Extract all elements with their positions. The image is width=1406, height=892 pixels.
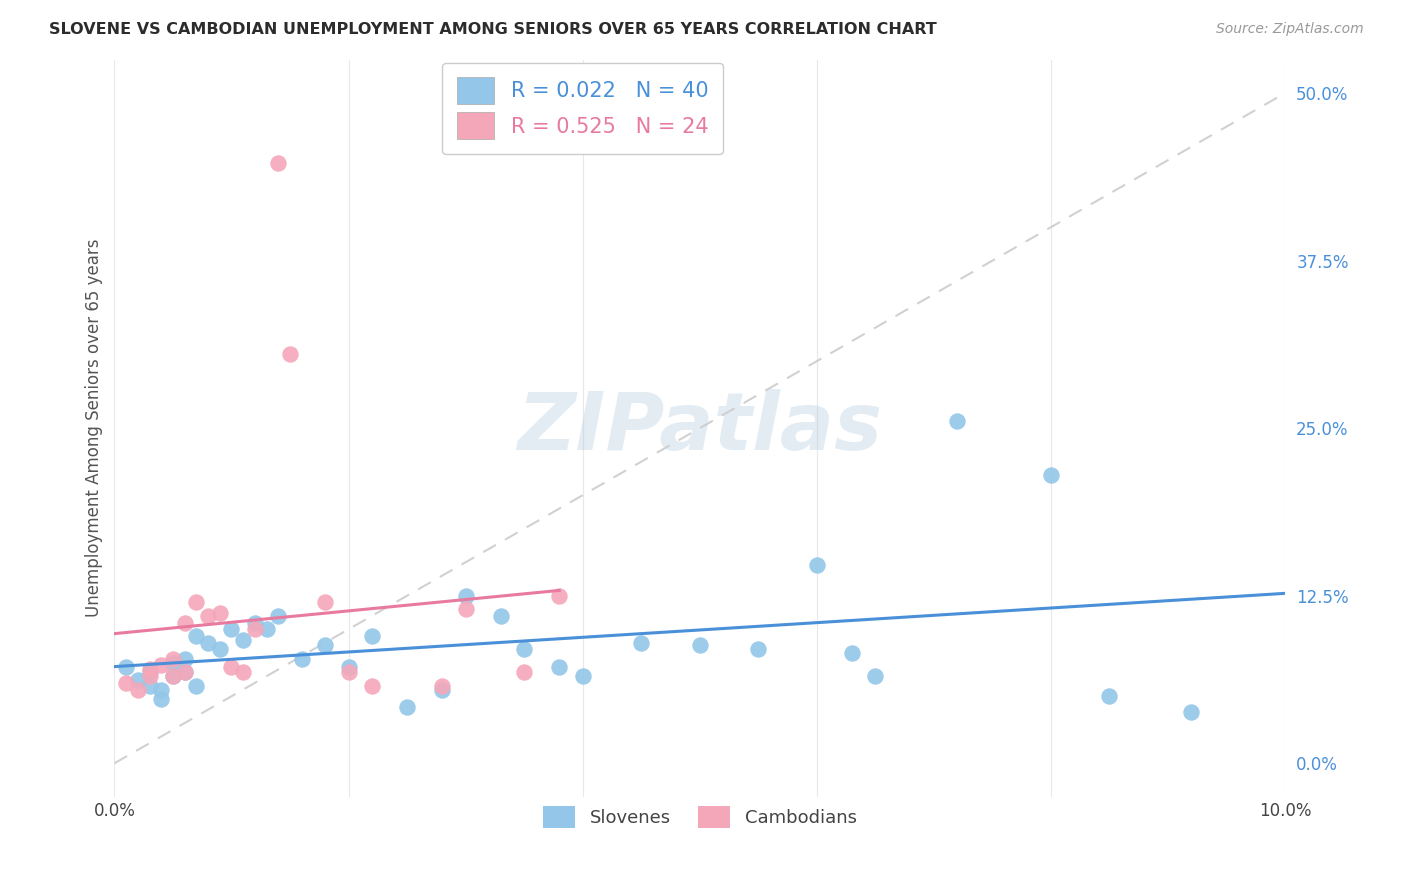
Point [197, 608, 219, 623]
Point [571, 669, 593, 683]
Point [513, 665, 536, 680]
Point [1180, 706, 1202, 720]
Point [127, 682, 149, 697]
Text: Source: ZipAtlas.com: Source: ZipAtlas.com [1216, 22, 1364, 37]
Point [162, 651, 184, 665]
Point [138, 663, 160, 677]
Point [865, 669, 887, 683]
Point [337, 665, 360, 680]
Point [197, 635, 219, 649]
Point [173, 615, 195, 630]
Point [689, 638, 711, 652]
Point [115, 660, 138, 674]
Point [221, 622, 243, 636]
Point [115, 676, 138, 690]
Point [243, 622, 266, 636]
Point [361, 629, 384, 643]
Point [208, 642, 231, 657]
Text: ZIPatlas: ZIPatlas [517, 389, 882, 467]
Point [162, 669, 184, 683]
Point [208, 606, 231, 620]
Point [432, 682, 454, 697]
Text: SLOVENE VS CAMBODIAN UNEMPLOYMENT AMONG SENIORS OVER 65 YEARS CORRELATION CHART: SLOVENE VS CAMBODIAN UNEMPLOYMENT AMONG … [49, 22, 936, 37]
Point [186, 595, 208, 609]
Point [150, 682, 173, 697]
Point [806, 558, 828, 572]
Point [314, 638, 336, 652]
Point [256, 622, 278, 636]
Point [1098, 690, 1121, 704]
Point [267, 608, 290, 623]
Point [432, 679, 454, 693]
Y-axis label: Unemployment Among Seniors over 65 years: Unemployment Among Seniors over 65 years [86, 239, 103, 617]
Point [946, 415, 969, 429]
Point [138, 665, 160, 680]
Point [454, 602, 477, 616]
Point [138, 679, 160, 693]
Point [314, 595, 336, 609]
Point [221, 660, 243, 674]
Point [232, 665, 254, 680]
Point [138, 669, 160, 683]
Point [278, 347, 301, 361]
Point [173, 665, 195, 680]
Point [513, 642, 536, 657]
Point [548, 589, 571, 603]
Point [150, 692, 173, 706]
Point [232, 632, 254, 647]
Point [162, 656, 184, 670]
Point [173, 665, 195, 680]
Legend: Slovenes, Cambodians: Slovenes, Cambodians [536, 799, 865, 836]
Point [454, 589, 477, 603]
Point [337, 660, 360, 674]
Point [243, 615, 266, 630]
Point [396, 700, 419, 714]
Point [162, 669, 184, 683]
Point [127, 673, 149, 688]
Point [841, 646, 863, 660]
Point [630, 635, 652, 649]
Point [291, 651, 314, 665]
Point [186, 629, 208, 643]
Point [361, 679, 384, 693]
Point [186, 679, 208, 693]
Point [747, 642, 769, 657]
Point [267, 156, 290, 170]
Point [150, 658, 173, 673]
Point [1039, 468, 1062, 483]
Point [548, 660, 571, 674]
Point [173, 651, 195, 665]
Point [489, 608, 512, 623]
